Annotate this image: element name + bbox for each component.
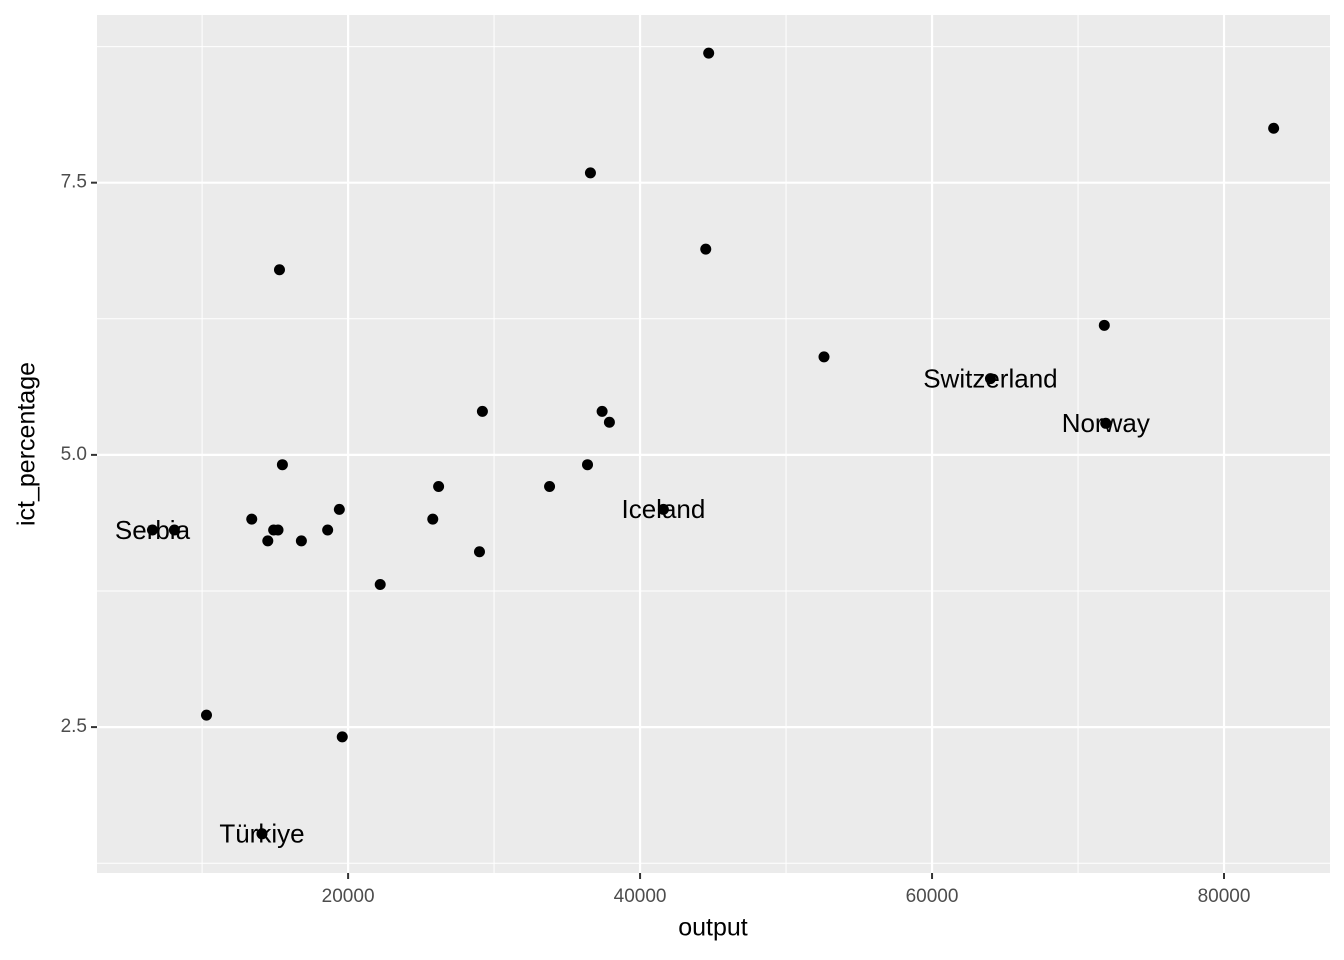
point-label: Switzerland [923, 364, 1057, 394]
x-axis-title: output [678, 914, 748, 942]
point [374, 578, 386, 590]
point [276, 459, 288, 471]
point [700, 243, 712, 255]
point [146, 524, 158, 536]
point [200, 709, 212, 721]
plot-background [97, 15, 1330, 873]
point [273, 264, 285, 276]
y-axis-title: ict_percentage [13, 362, 41, 526]
point [322, 524, 334, 536]
point [262, 535, 274, 547]
point [657, 503, 669, 515]
point [256, 828, 268, 840]
point-label: Iceland [622, 494, 706, 524]
point [473, 546, 485, 558]
point [596, 405, 608, 417]
point [544, 480, 556, 492]
x-tick-label: 80000 [1198, 886, 1251, 907]
point-label: Türkiye [219, 819, 304, 849]
point [582, 459, 594, 471]
x-tick-label: 40000 [614, 886, 667, 907]
x-tick-label: 60000 [906, 886, 959, 907]
y-tick-label: 7.5 [61, 172, 87, 193]
point [1098, 319, 1110, 331]
point [476, 405, 488, 417]
y-tick-label: 2.5 [61, 716, 87, 737]
point [818, 351, 830, 363]
point [246, 513, 258, 525]
point [427, 513, 439, 525]
point [433, 480, 445, 492]
y-tick-label: 5.0 [61, 444, 87, 465]
point [1268, 122, 1280, 134]
point [272, 524, 284, 536]
point-label: Norway [1062, 408, 1150, 438]
point [584, 167, 596, 179]
point [336, 731, 348, 743]
point [333, 503, 345, 515]
point [295, 535, 307, 547]
point [1100, 417, 1112, 429]
x-tick-label: 20000 [322, 886, 375, 907]
point [603, 416, 615, 428]
point [168, 524, 180, 536]
point [984, 373, 996, 385]
point-label: Serbia [115, 515, 191, 545]
point [703, 47, 715, 59]
